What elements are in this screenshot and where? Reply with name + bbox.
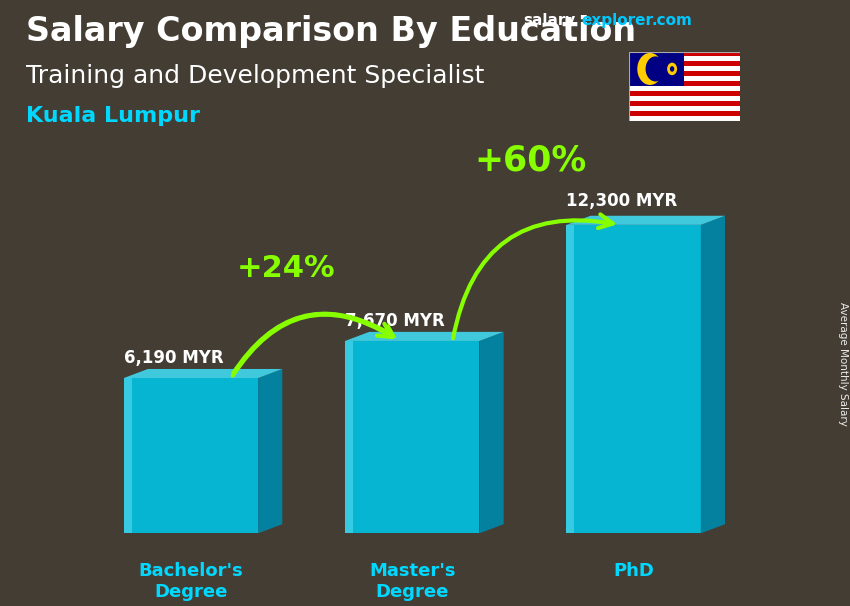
Polygon shape (124, 378, 258, 533)
Text: Master's
Degree: Master's Degree (369, 562, 456, 601)
Circle shape (667, 62, 677, 75)
Circle shape (670, 66, 674, 72)
Polygon shape (258, 369, 282, 533)
Text: +60%: +60% (474, 144, 587, 178)
Polygon shape (124, 369, 282, 378)
Polygon shape (566, 225, 700, 533)
Text: explorer: explorer (581, 13, 654, 28)
Text: +24%: +24% (236, 254, 335, 283)
FancyArrowPatch shape (233, 315, 393, 376)
Bar (566, 225, 575, 533)
Bar (629, 106, 740, 112)
Bar (629, 56, 740, 61)
Text: PhD: PhD (613, 562, 654, 581)
Bar (345, 341, 353, 533)
Polygon shape (479, 332, 504, 533)
Polygon shape (345, 332, 504, 341)
Polygon shape (566, 216, 725, 225)
FancyArrowPatch shape (453, 215, 613, 338)
Text: Average Monthly Salary: Average Monthly Salary (838, 302, 848, 425)
Text: Bachelor's
Degree: Bachelor's Degree (139, 562, 243, 601)
Bar (629, 87, 740, 92)
Text: 7,670 MYR: 7,670 MYR (345, 312, 445, 330)
Polygon shape (345, 341, 479, 533)
Bar (629, 76, 740, 81)
Text: Kuala Lumpur: Kuala Lumpur (26, 106, 200, 126)
Polygon shape (700, 216, 725, 533)
Text: 6,190 MYR: 6,190 MYR (124, 349, 224, 367)
Bar (629, 72, 740, 76)
Bar (629, 101, 740, 106)
Bar (629, 52, 684, 87)
Bar (124, 378, 132, 533)
Bar (629, 112, 740, 116)
Bar (629, 116, 740, 121)
FancyArrowPatch shape (231, 311, 396, 375)
Text: Training and Development Specialist: Training and Development Specialist (26, 64, 484, 88)
Text: .com: .com (651, 13, 692, 28)
Bar (629, 52, 740, 56)
Bar (629, 61, 740, 67)
Bar (629, 96, 740, 101)
Text: salary: salary (523, 13, 575, 28)
Bar (629, 67, 740, 72)
Wedge shape (638, 53, 663, 85)
Bar (629, 92, 740, 96)
Text: 12,300 MYR: 12,300 MYR (566, 192, 677, 210)
Text: Salary Comparison By Education: Salary Comparison By Education (26, 15, 636, 48)
Wedge shape (646, 56, 666, 81)
Bar (629, 81, 740, 87)
